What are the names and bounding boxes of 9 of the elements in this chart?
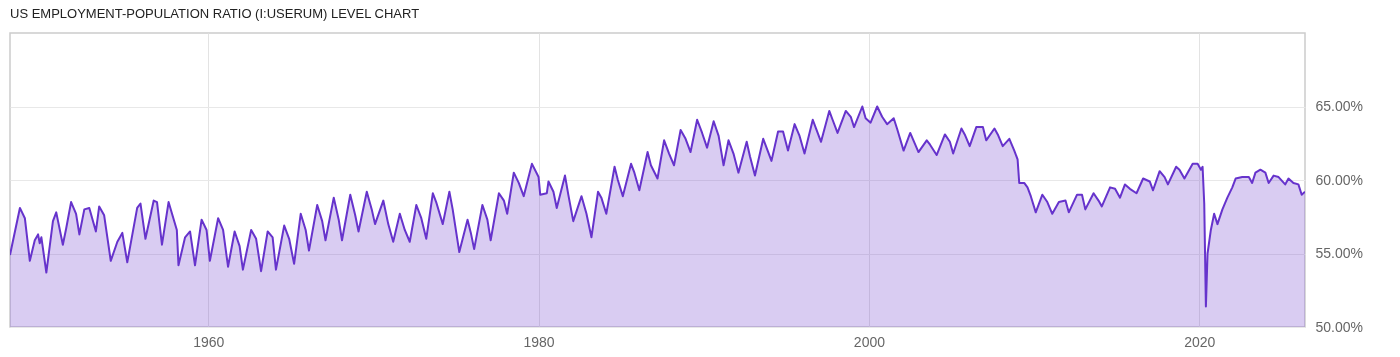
x-tick-label: 2000	[853, 333, 886, 350]
y-tick-label: 65.00%	[1315, 98, 1363, 114]
y-tick-label: 60.00%	[1315, 171, 1363, 188]
y-tick-label: 50.00%	[1315, 318, 1363, 335]
chart-title: US EMPLOYMENT-POPULATION RATIO (I:USERUM) LEVEL CHART	[10, 6, 420, 21]
x-tick-label: 2020	[1184, 333, 1216, 350]
x-tick-label: 1960	[193, 333, 225, 350]
x-tick-label: 1980	[523, 333, 555, 350]
y-tick-label: 55.00%	[1315, 245, 1363, 261]
